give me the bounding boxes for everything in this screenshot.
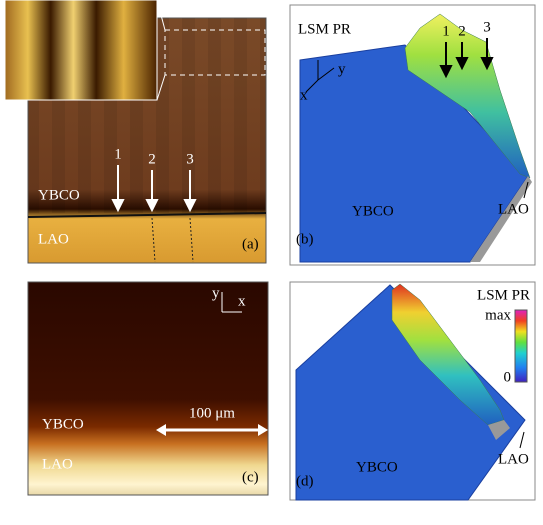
panel-d: LSM PR max 0 YBCO LAO (d) bbox=[289, 281, 536, 501]
panel-label: (a) bbox=[242, 236, 259, 252]
axis-label: y bbox=[212, 285, 220, 301]
marker-label: 1 bbox=[442, 23, 450, 39]
layer-label: LAO bbox=[498, 451, 529, 467]
arrows bbox=[439, 38, 494, 79]
colorbar bbox=[514, 309, 528, 383]
ridge bbox=[404, 13, 531, 179]
ridge bbox=[391, 283, 505, 426]
arrow-head bbox=[183, 199, 197, 213]
arrow-head bbox=[145, 199, 159, 213]
arrows bbox=[111, 165, 197, 213]
substrate-edge bbox=[488, 420, 510, 440]
colorbar-title: LSM PR bbox=[477, 287, 530, 303]
colorbar-label: max bbox=[485, 307, 511, 323]
panel-b: LSM PR x y 1 2 3 YBCO LAO (b) bbox=[289, 4, 536, 266]
layer-label: LAO bbox=[38, 231, 69, 247]
panel-label: (b) bbox=[296, 231, 314, 247]
axis-title: LSM PR bbox=[298, 21, 351, 37]
arrow-head bbox=[480, 57, 494, 71]
marker-label: 2 bbox=[148, 151, 156, 167]
micrograph bbox=[27, 281, 269, 496]
scale-label: 100 μm bbox=[189, 405, 235, 421]
marker-label: 3 bbox=[483, 19, 491, 35]
layer-label: YBCO bbox=[42, 416, 84, 432]
marker-label: 3 bbox=[186, 151, 194, 167]
zoom-box bbox=[164, 29, 266, 76]
axis-label: x bbox=[300, 87, 308, 103]
marker-label: 1 bbox=[114, 146, 122, 162]
pointer bbox=[523, 181, 529, 199]
axis bbox=[317, 67, 335, 81]
arrow-head bbox=[111, 199, 125, 213]
pointer bbox=[519, 431, 525, 449]
panel-label: (d) bbox=[296, 473, 314, 489]
scale-bar-end bbox=[258, 424, 268, 436]
panel-a: 1 2 3 YBCO LAO (a) bbox=[4, 0, 267, 264]
layer-label: YBCO bbox=[38, 187, 80, 203]
inset-connector bbox=[156, 0, 166, 31]
axis-label: y bbox=[338, 61, 346, 77]
inset bbox=[4, 0, 158, 101]
panel-label: (c) bbox=[242, 469, 259, 485]
substrate-edge bbox=[470, 176, 532, 262]
layer-label: YBCO bbox=[356, 459, 398, 475]
arrow-head bbox=[455, 57, 469, 71]
axis-label: x bbox=[238, 293, 246, 309]
guide-line bbox=[151, 217, 156, 263]
layer-label: YBCO bbox=[352, 203, 394, 219]
inset-connector bbox=[156, 74, 166, 101]
layer-label: LAO bbox=[498, 201, 529, 217]
axis bbox=[305, 79, 319, 93]
colorbar-label: 0 bbox=[504, 369, 512, 385]
interface bbox=[27, 212, 267, 218]
layer-label: LAO bbox=[42, 456, 73, 472]
marker-label: 2 bbox=[458, 23, 466, 39]
panel-c: y x 100 μm YBCO LAO (c) bbox=[27, 281, 269, 496]
guide-line bbox=[189, 217, 194, 263]
scale-bar-end bbox=[156, 424, 166, 436]
arrow-head bbox=[439, 65, 453, 79]
surface bbox=[295, 284, 526, 501]
